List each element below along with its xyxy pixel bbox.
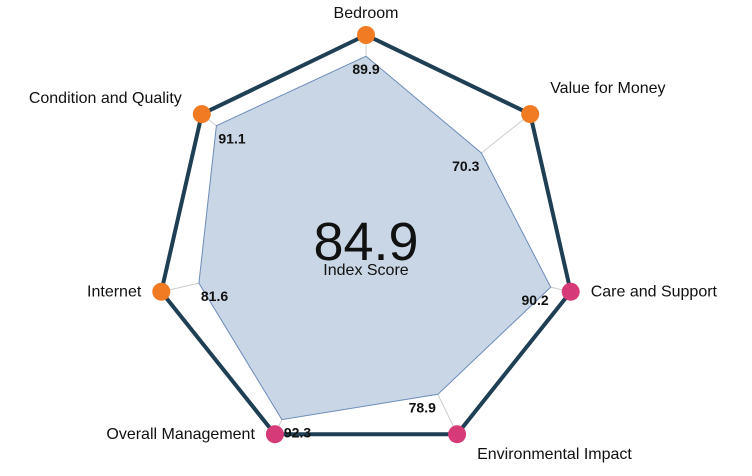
axis-label-value-for-money: Value for Money xyxy=(550,80,665,97)
value-label-bedroom: 89.9 xyxy=(352,61,379,77)
marker-condition-and-quality xyxy=(192,105,211,124)
index-score-label: Index Score xyxy=(323,262,408,279)
marker-overall-management xyxy=(265,425,284,444)
axis-label-bedroom: Bedroom xyxy=(334,5,399,22)
axis-label-overall-management: Overall Management xyxy=(106,426,255,443)
value-label-environmental-impact: 78.9 xyxy=(409,399,436,415)
index-score-value: 84.9 xyxy=(313,212,418,272)
value-label-care-and-support: 90.2 xyxy=(521,292,548,308)
marker-internet xyxy=(152,282,171,301)
value-label-overall-management: 92.3 xyxy=(284,425,311,441)
value-labels: 89.9 70.3 90.2 78.9 92.3 81.6 91.1 xyxy=(201,61,549,440)
axis-label-condition-and-quality: Condition and Quality xyxy=(29,90,182,107)
value-label-value-for-money: 70.3 xyxy=(452,158,479,174)
value-label-condition-and-quality: 91.1 xyxy=(218,131,245,147)
axis-markers xyxy=(152,26,580,444)
marker-bedroom xyxy=(357,26,375,44)
value-label-internet: 81.6 xyxy=(201,288,228,304)
axis-label-environmental-impact: Environmental Impact xyxy=(477,446,632,463)
marker-environmental-impact xyxy=(448,425,467,444)
marker-value-for-money xyxy=(521,105,540,124)
axis-label-internet: Internet xyxy=(87,284,142,301)
axis-label-care-and-support: Care and Support xyxy=(591,284,718,301)
marker-care-and-support xyxy=(561,282,580,301)
axis-labels: Bedroom Value for Money Care and Support En… xyxy=(29,5,718,463)
data-area xyxy=(198,55,552,421)
radar-outline xyxy=(159,33,573,437)
